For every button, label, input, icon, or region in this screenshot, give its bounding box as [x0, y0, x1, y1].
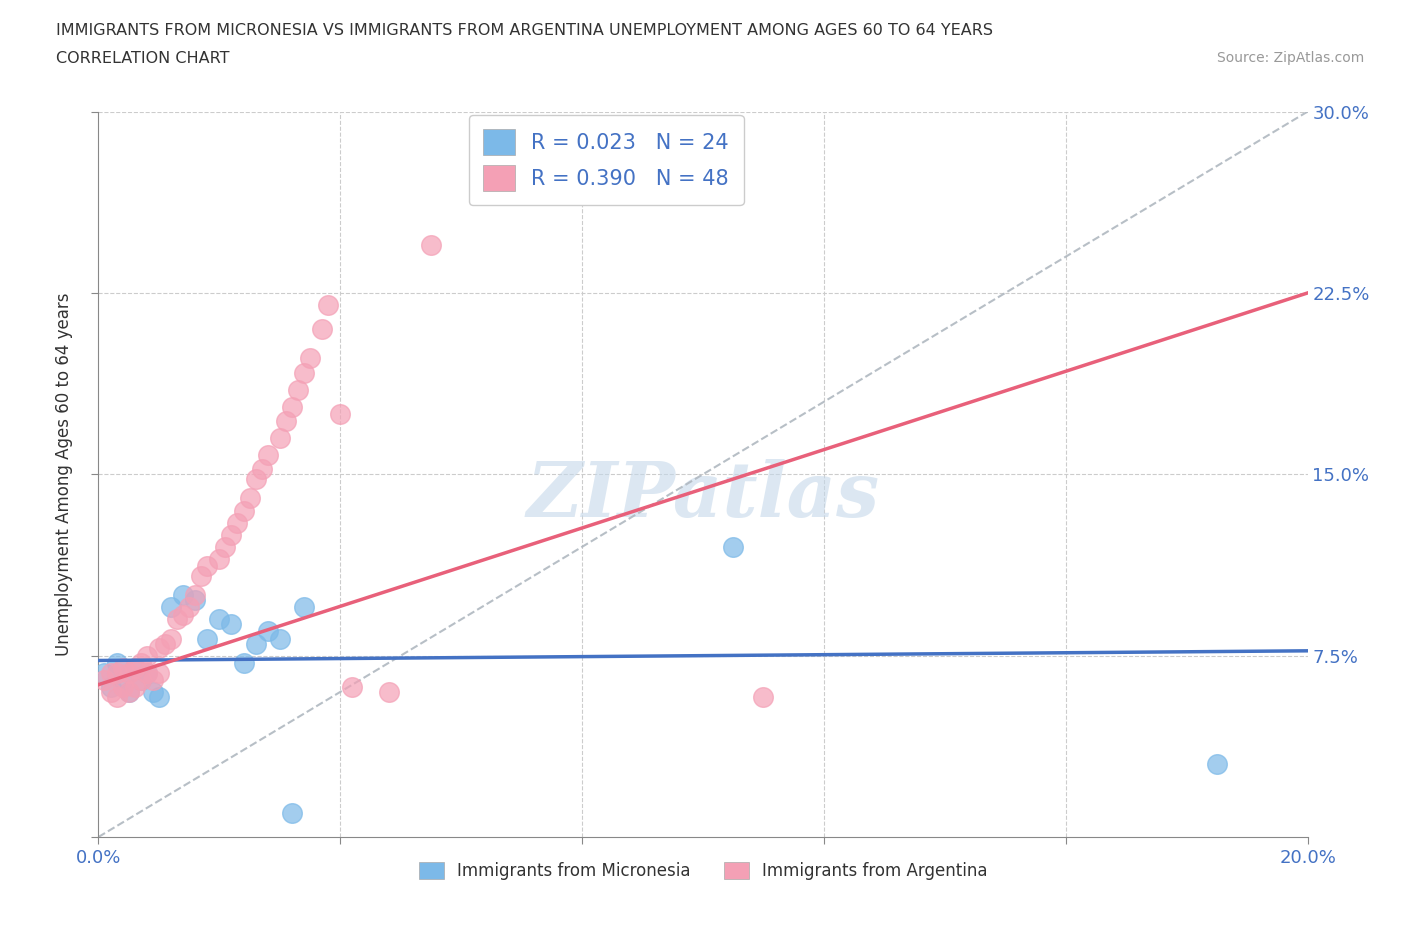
Point [256, 624, 278, 639]
Point [287, 382, 309, 397]
Y-axis label: Unemployment Among Ages 60 to 64 years: Unemployment Among Ages 60 to 64 years [55, 293, 73, 656]
Point [93, 672, 115, 687]
Point [195, 631, 218, 646]
Point [135, 665, 157, 680]
Point [299, 351, 322, 365]
Point [129, 672, 152, 687]
Point [105, 665, 128, 680]
Point [118, 665, 141, 680]
Point [142, 672, 165, 687]
Point [281, 805, 304, 820]
Point [250, 462, 273, 477]
Point [172, 607, 194, 622]
Point [269, 631, 291, 646]
Point [179, 600, 201, 615]
Point [329, 406, 352, 421]
Point [377, 684, 399, 699]
Point [129, 656, 152, 671]
Point [232, 503, 254, 518]
Point [111, 660, 134, 675]
Point [100, 665, 122, 680]
Point [124, 680, 146, 695]
Point [100, 684, 122, 699]
Point [256, 447, 278, 462]
Point [316, 298, 339, 312]
Point [208, 551, 231, 566]
Point [214, 539, 236, 554]
Point [195, 559, 218, 574]
Point [105, 656, 128, 671]
Text: CORRELATION CHART: CORRELATION CHART [56, 51, 229, 66]
Point [148, 689, 170, 704]
Point [111, 672, 134, 687]
Point [184, 592, 207, 607]
Point [232, 656, 254, 671]
Point [221, 617, 243, 631]
Point [420, 237, 443, 252]
Point [166, 612, 188, 627]
Point [274, 414, 297, 429]
Text: Source: ZipAtlas.com: Source: ZipAtlas.com [1216, 51, 1364, 65]
Point [184, 588, 207, 603]
Point [124, 660, 146, 675]
Point [153, 636, 176, 651]
Point [148, 641, 170, 656]
Text: ZIPatlas: ZIPatlas [526, 459, 880, 533]
Point [172, 588, 194, 603]
Point [752, 689, 775, 704]
Point [208, 612, 231, 627]
Text: IMMIGRANTS FROM MICRONESIA VS IMMIGRANTS FROM ARGENTINA UNEMPLOYMENT AMONG AGES : IMMIGRANTS FROM MICRONESIA VS IMMIGRANTS… [56, 23, 993, 38]
Point [281, 399, 304, 414]
Point [245, 636, 267, 651]
Point [226, 515, 249, 530]
Legend: Immigrants from Micronesia, Immigrants from Argentina: Immigrants from Micronesia, Immigrants f… [412, 856, 994, 886]
Point [723, 539, 745, 554]
Point [135, 665, 157, 680]
Point [100, 680, 122, 695]
Point [118, 684, 141, 699]
Point [292, 600, 315, 615]
Point [160, 600, 183, 615]
Point [160, 631, 183, 646]
Point [292, 365, 315, 380]
Point [342, 680, 364, 695]
Point [1206, 757, 1229, 772]
Point [269, 431, 291, 445]
Point [221, 527, 243, 542]
Point [111, 680, 134, 695]
Point [135, 648, 157, 663]
Point [245, 472, 267, 486]
Point [190, 568, 212, 583]
Point [239, 491, 262, 506]
Point [129, 672, 152, 687]
Point [311, 322, 333, 337]
Point [142, 684, 165, 699]
Point [93, 665, 115, 680]
Point [124, 660, 146, 675]
Point [105, 689, 128, 704]
Point [148, 665, 170, 680]
Point [118, 684, 141, 699]
